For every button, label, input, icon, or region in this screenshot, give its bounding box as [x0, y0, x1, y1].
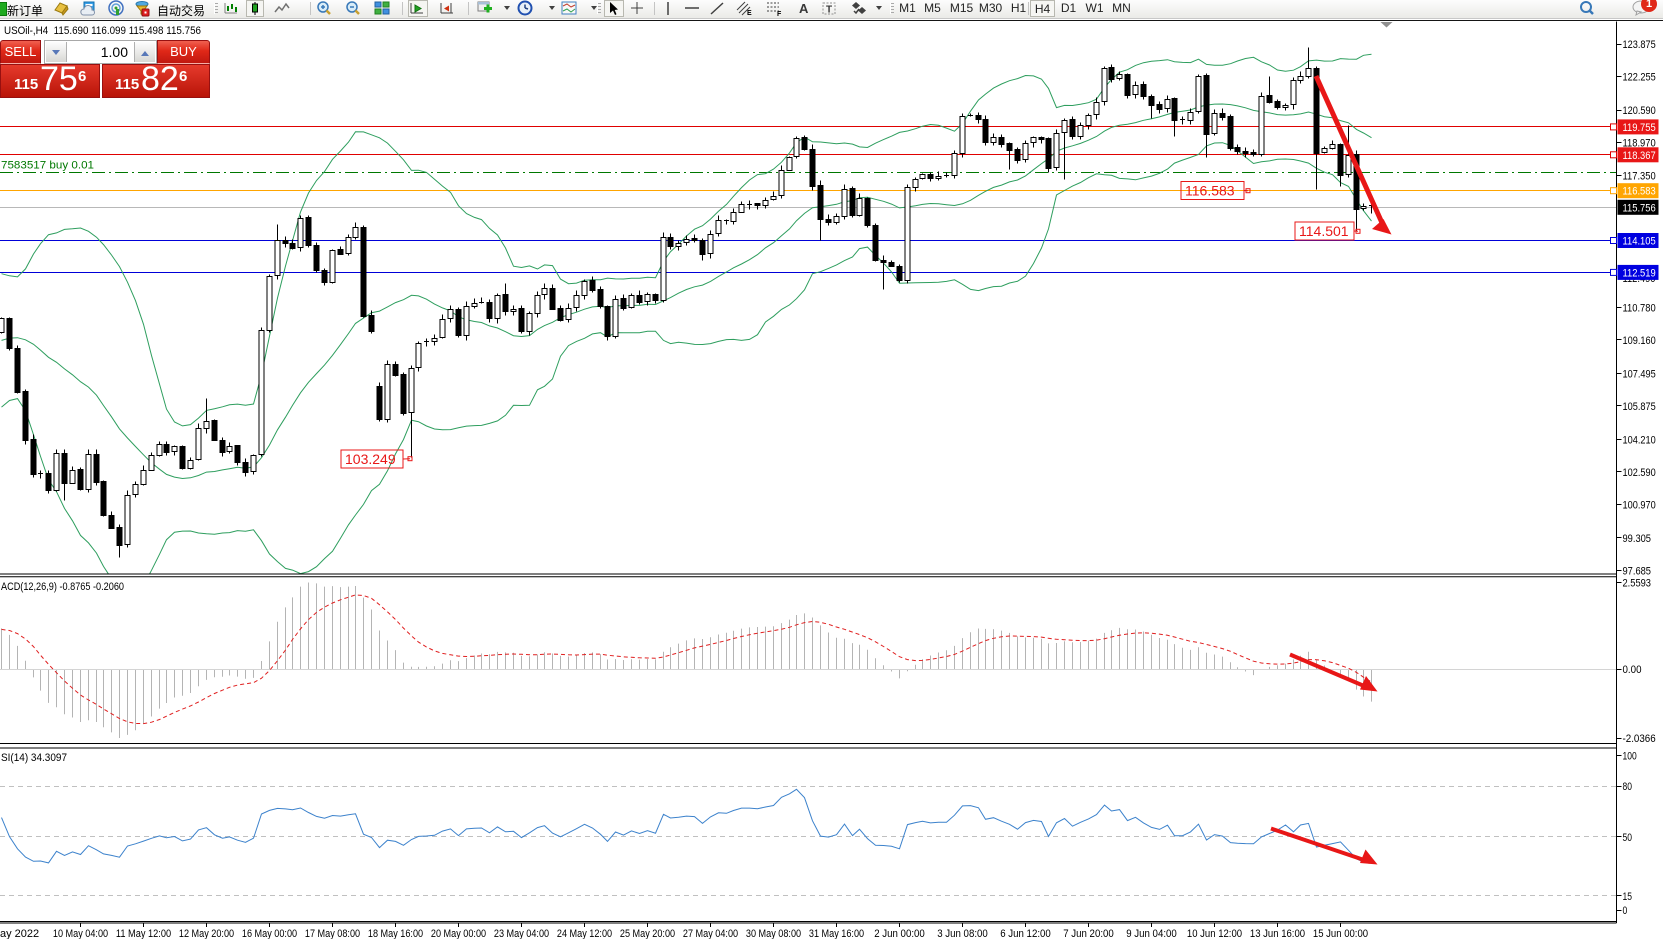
svg-text:20 May 00:00: 20 May 00:00: [431, 928, 486, 939]
svg-text:USOil-,H4 115.690 116.099 115: USOil-,H4 115.690 116.099 115.498 115.75…: [4, 25, 201, 37]
svg-text:115.756: 115.756: [1623, 202, 1656, 214]
svg-text:9 Jun 04:00: 9 Jun 04:00: [1126, 928, 1177, 939]
svg-text:15: 15: [1623, 891, 1633, 903]
svg-text:100.970: 100.970: [1623, 500, 1656, 512]
svg-text:17 May 08:00: 17 May 08:00: [305, 928, 360, 939]
svg-text:120.590: 120.590: [1623, 105, 1656, 117]
svg-text:7583517 buy 0.01: 7583517 buy 0.01: [1, 160, 94, 172]
svg-text:102.590: 102.590: [1623, 467, 1656, 479]
svg-text:6 Jun 12:00: 6 Jun 12:00: [1000, 928, 1051, 939]
svg-text:109.160: 109.160: [1623, 335, 1656, 347]
svg-text:0.00: 0.00: [1623, 664, 1642, 676]
svg-text:118.970: 118.970: [1623, 138, 1656, 150]
svg-text:T: T: [826, 5, 832, 16]
svg-text:112.519: 112.519: [1623, 267, 1656, 279]
svg-text:105.875: 105.875: [1623, 401, 1656, 413]
svg-text:30 May 08:00: 30 May 08:00: [746, 928, 801, 939]
svg-text:11 May 12:00: 11 May 12:00: [116, 928, 171, 939]
svg-text:0: 0: [1623, 905, 1628, 917]
svg-text:E: E: [747, 10, 752, 17]
svg-text:104.210: 104.210: [1623, 434, 1656, 446]
svg-text:97.685: 97.685: [1623, 566, 1652, 578]
svg-text:2.5593: 2.5593: [1623, 578, 1652, 590]
svg-text:10 Jun 12:00: 10 Jun 12:00: [1187, 928, 1242, 939]
svg-text:110.780: 110.780: [1623, 302, 1656, 314]
svg-text:114.501: 114.501: [1299, 223, 1349, 239]
svg-text:80: 80: [1623, 781, 1633, 793]
svg-text:103.249: 103.249: [345, 451, 396, 467]
svg-text:7 Jun 20:00: 7 Jun 20:00: [1063, 928, 1114, 939]
svg-text:31 May 16:00: 31 May 16:00: [809, 928, 864, 939]
svg-text:-2.0366: -2.0366: [1623, 733, 1656, 745]
svg-text:23 May 04:00: 23 May 04:00: [494, 928, 549, 939]
svg-text:107.495: 107.495: [1623, 368, 1656, 380]
svg-text:F: F: [777, 11, 782, 17]
svg-text:10 May 04:00: 10 May 04:00: [53, 928, 108, 939]
svg-text:118.367: 118.367: [1623, 150, 1656, 162]
svg-text:15 Jun 00:00: 15 Jun 00:00: [1313, 928, 1368, 939]
svg-text:2 Jun 00:00: 2 Jun 00:00: [874, 928, 925, 939]
svg-text:122.255: 122.255: [1623, 72, 1656, 84]
svg-text:18 May 16:00: 18 May 16:00: [368, 928, 423, 939]
svg-text:16 May 00:00: 16 May 00:00: [242, 928, 297, 939]
svg-text:123.875: 123.875: [1623, 39, 1656, 51]
svg-text:12 May 20:00: 12 May 20:00: [179, 928, 234, 939]
svg-text:117.350: 117.350: [1623, 170, 1656, 182]
svg-text:114.105: 114.105: [1623, 236, 1656, 248]
svg-text:116.583: 116.583: [1623, 186, 1656, 198]
svg-text:SI(14) 34.3097: SI(14) 34.3097: [1, 752, 67, 764]
svg-text:3 Jun 08:00: 3 Jun 08:00: [937, 928, 988, 939]
svg-text:ay 2022: ay 2022: [0, 928, 39, 939]
svg-text:25 May 20:00: 25 May 20:00: [620, 928, 675, 939]
svg-text:119.755: 119.755: [1623, 122, 1656, 134]
svg-text:24 May 12:00: 24 May 12:00: [557, 928, 612, 939]
svg-text:50: 50: [1623, 832, 1633, 844]
svg-text:ACD(12,26,9) -0.8765 -0.2060: ACD(12,26,9) -0.8765 -0.2060: [1, 581, 124, 593]
svg-text:116.583: 116.583: [1185, 183, 1235, 199]
svg-text:27 May 04:00: 27 May 04:00: [683, 928, 738, 939]
svg-text:13 Jun 16:00: 13 Jun 16:00: [1250, 928, 1305, 939]
svg-text:100: 100: [1623, 751, 1637, 763]
svg-text:99.305: 99.305: [1623, 533, 1652, 545]
